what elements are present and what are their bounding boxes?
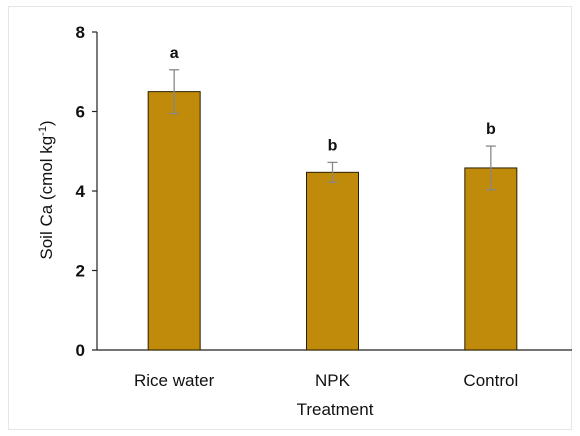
y-axis-title-main: Soil Ca (cmol kg (37, 136, 56, 260)
y-axis-title-superscript: -1 (37, 126, 49, 136)
y-tick-label: 6 (76, 103, 85, 122)
bars: a b b (147, 45, 518, 351)
y-axis-title: Soil Ca (cmol kg-1) (37, 120, 56, 259)
x-axis-title: Treatment (297, 400, 374, 419)
y-tick-label: 4 (76, 182, 86, 201)
significance-label: a (170, 45, 179, 62)
bar-npk (306, 171, 359, 351)
y-axis: 0 2 4 6 8 (76, 23, 98, 360)
bar-rice-water (147, 91, 201, 351)
bar-control (464, 167, 518, 351)
y-tick-label: 2 (76, 262, 85, 281)
y-tick-label: 8 (76, 23, 85, 42)
figure-frame (8, 6, 572, 430)
x-tick-label: NPK (315, 371, 351, 390)
x-tick-label: Rice water (134, 371, 215, 390)
x-axis: Rice water NPK Control (97, 349, 572, 390)
significance-label: b (328, 137, 338, 154)
x-tick-label: Control (463, 371, 518, 390)
y-tick-label: 0 (76, 341, 85, 360)
significance-label: b (486, 121, 496, 138)
y-axis-title-close: ) (37, 120, 56, 126)
